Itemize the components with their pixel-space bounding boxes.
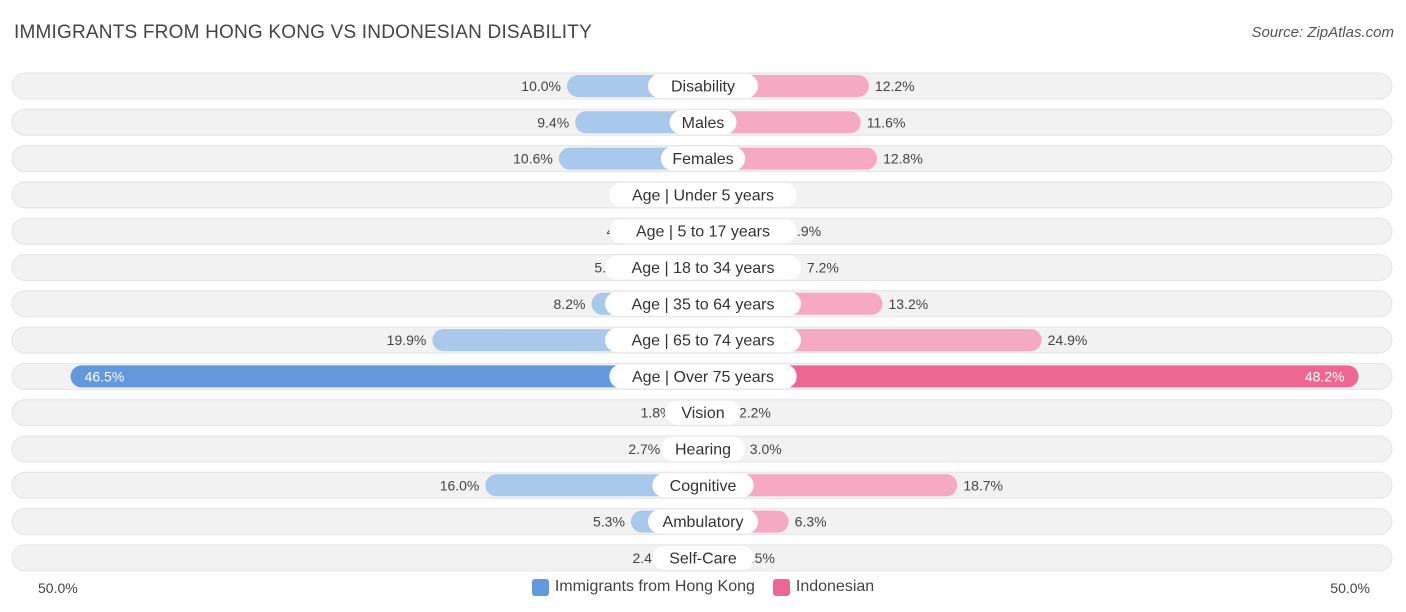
category-pill [609, 182, 797, 207]
category-pill [609, 364, 797, 389]
category-pill [669, 110, 737, 135]
category-label: Age | 18 to 34 years [632, 260, 775, 277]
legend-swatch-hong-kong [531, 578, 549, 596]
value-label-hong-kong: 46.5% [85, 368, 125, 384]
value-label-hong-kong: 5.3% [593, 514, 625, 530]
bar-hong-kong [70, 365, 704, 388]
category-pill [660, 437, 746, 461]
category-label: Ambulatory [663, 514, 744, 531]
value-label-indonesian: 11.6% [867, 114, 906, 130]
legend-label-hong-kong: Immigrants from Hong Kong [554, 578, 755, 595]
value-label-hong-kong: 16.0% [440, 477, 480, 493]
category-pill [652, 473, 754, 498]
value-label-indonesian: 13.2% [889, 296, 929, 312]
axis-left-label: 50.0% [38, 580, 78, 596]
category-label: Age | Under 5 years [632, 187, 774, 204]
value-label-indonesian: 5.9% [789, 223, 821, 239]
value-label-hong-kong: 19.9% [387, 332, 427, 348]
value-label-indonesian: 2.2% [739, 405, 771, 421]
category-label: Males [682, 115, 725, 132]
value-label-indonesian: 48.2% [1305, 368, 1345, 384]
category-pill [665, 400, 741, 425]
bar-indonesian [703, 111, 861, 134]
bar-indonesian [703, 147, 878, 170]
legend-label-indonesian: Indonesian [795, 578, 875, 595]
value-label-indonesian: 12.2% [875, 78, 915, 94]
category-label: Vision [681, 405, 724, 422]
category-pill [609, 219, 797, 244]
category-label: Disability [671, 79, 735, 96]
bar-hong-kong [485, 474, 703, 497]
bar-indonesian [703, 474, 958, 497]
category-label: Females [672, 151, 733, 168]
value-label-indonesian: 24.9% [1048, 332, 1088, 348]
value-label-indonesian: 6.3% [795, 514, 827, 530]
axis-right-label: 50.0% [1330, 580, 1370, 596]
category-pill [652, 545, 754, 570]
bar-indonesian [703, 365, 1359, 388]
value-label-hong-kong: 10.6% [513, 151, 553, 167]
category-label: Age | 65 to 74 years [632, 333, 775, 350]
category-pill [605, 255, 801, 280]
value-label-indonesian: 12.8% [883, 151, 923, 167]
category-label: Age | Over 75 years [632, 369, 774, 386]
value-label-indonesian: 7.2% [807, 260, 839, 276]
category-pill [605, 291, 801, 316]
category-pill [648, 509, 758, 534]
legend: Immigrants from Hong Kong Indonesian [0, 578, 1406, 596]
value-label-hong-kong: 8.2% [554, 296, 586, 312]
legend-item-hong-kong: Immigrants from Hong Kong [531, 578, 755, 596]
legend-item-indonesian: Indonesian [772, 578, 875, 596]
category-pill [648, 74, 758, 98]
category-pill [605, 328, 801, 353]
value-label-hong-kong: 9.4% [537, 114, 569, 130]
category-label: Age | 5 to 17 years [636, 224, 770, 241]
value-label-hong-kong: 2.7% [628, 441, 660, 457]
legend-swatch-indonesian [772, 578, 790, 596]
chart-title: IMMIGRANTS FROM HONG KONG VS INDONESIAN … [14, 22, 592, 43]
value-label-hong-kong: 1.8% [641, 405, 673, 421]
category-label: Hearing [675, 442, 731, 459]
category-label: Cognitive [670, 478, 737, 495]
value-label-indonesian: 3.0% [750, 441, 782, 457]
category-pill [660, 146, 746, 171]
chart-source: Source: ZipAtlas.com [1251, 24, 1394, 41]
value-label-hong-kong: 10.0% [521, 78, 561, 94]
category-label: Self-Care [669, 550, 737, 567]
category-label: Age | 35 to 64 years [632, 296, 775, 313]
value-label-indonesian: 18.7% [963, 477, 1003, 493]
